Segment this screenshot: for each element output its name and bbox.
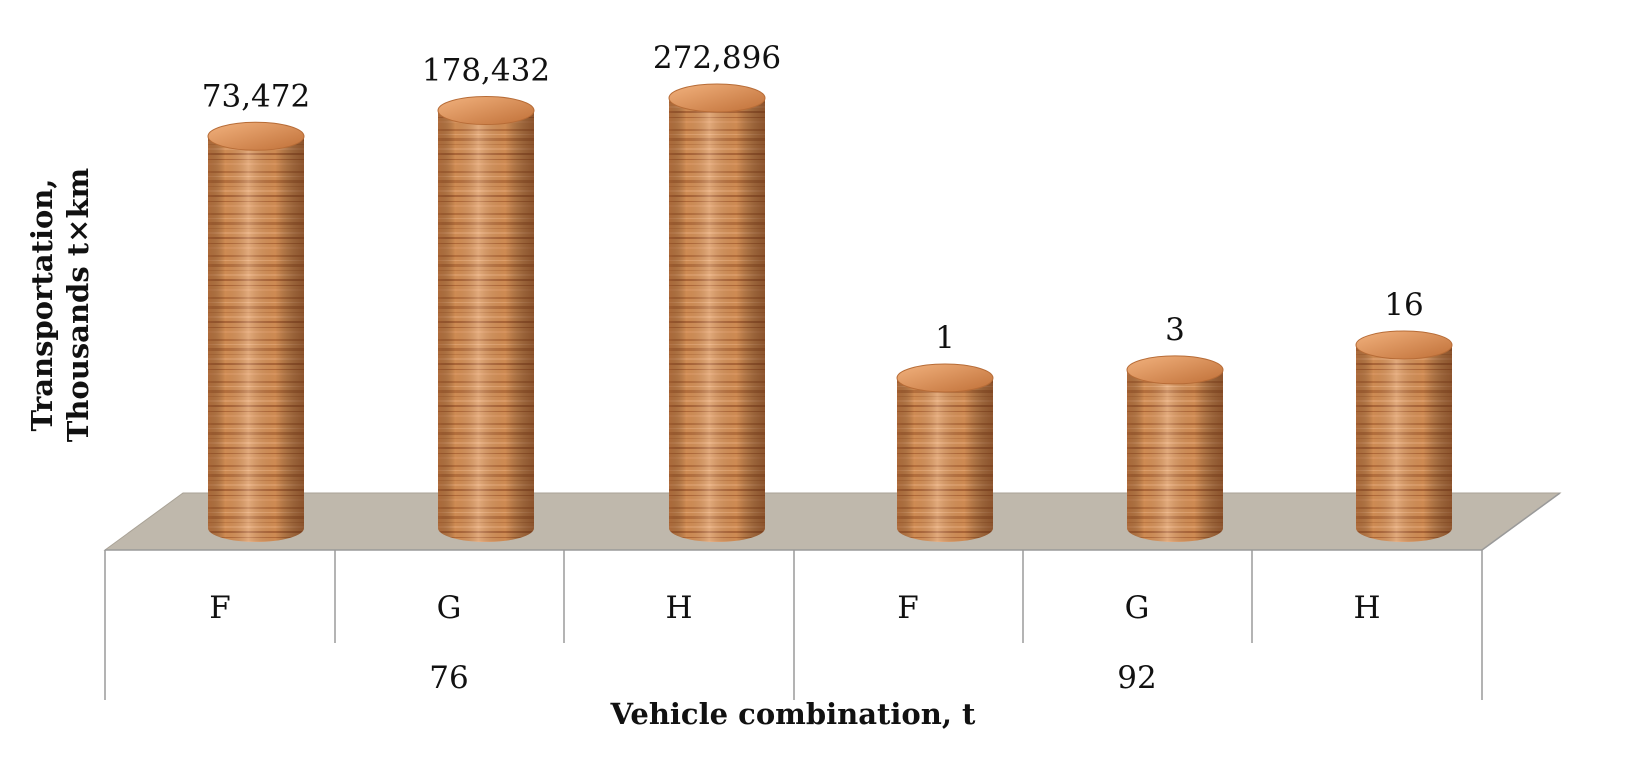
bars-layer: 73,472 178,432 272,896 1 3 16 <box>202 40 1453 542</box>
bar-92-H: 16 <box>1355 287 1453 542</box>
bar-shading <box>1127 369 1223 542</box>
tick-label: G <box>1125 590 1150 626</box>
y-axis-title-line-1: Transportation, <box>25 179 59 432</box>
value-label: 178,432 <box>422 53 550 89</box>
bar-shading <box>669 98 765 542</box>
chart-floor <box>103 492 1562 551</box>
bar-shading <box>438 110 534 542</box>
bar-shading <box>897 378 993 542</box>
bar-shading <box>1356 344 1452 542</box>
bar-top <box>1355 330 1453 360</box>
bar-top <box>668 83 766 113</box>
tick-label: G <box>437 590 462 626</box>
bar-shading <box>208 136 304 542</box>
bar-76-G: 178,432 <box>422 53 550 542</box>
tick-label: H <box>665 590 692 626</box>
value-label: 73,472 <box>202 78 310 114</box>
value-label: 272,896 <box>653 40 781 76</box>
category-axis-grid <box>104 492 1561 700</box>
y-axis-title: Transportation, Thousands t×km <box>25 167 95 442</box>
tick-label: F <box>209 590 231 626</box>
bar-top <box>1126 355 1224 385</box>
bar-92-G: 3 <box>1126 312 1224 542</box>
bar-76-H: 272,896 <box>653 40 781 542</box>
bar-top <box>207 121 305 151</box>
bar-top <box>437 96 535 126</box>
y-axis-title-line-2: Thousands t×km <box>61 167 95 442</box>
bar-top <box>896 363 994 393</box>
bar-76-F: 73,472 <box>202 78 310 542</box>
tick-label: F <box>897 590 919 626</box>
value-label: 16 <box>1384 287 1423 323</box>
value-label: 1 <box>935 320 955 356</box>
tick-label: H <box>1353 590 1380 626</box>
group-label-92: 92 <box>1117 660 1156 696</box>
x-axis-title: Vehicle combination, t <box>610 697 976 731</box>
value-label: 3 <box>1165 312 1185 348</box>
category-labels: F G H F G H <box>209 590 1380 626</box>
group-label-76: 76 <box>429 660 468 696</box>
bar-92-F: 1 <box>896 320 994 542</box>
